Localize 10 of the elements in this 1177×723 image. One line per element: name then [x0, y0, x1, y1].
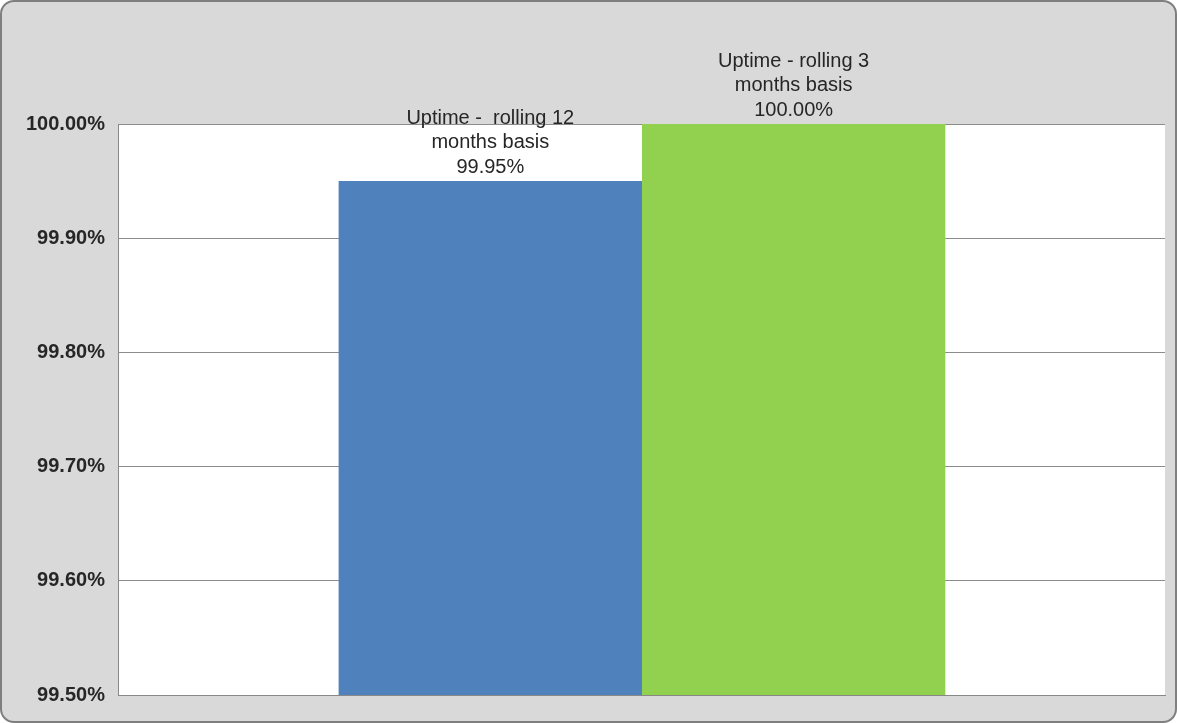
series-label: Uptime - rolling 3 months basis [717, 48, 871, 96]
y-tick-label: 99.50% [37, 682, 106, 705]
data-label: 100.00% [754, 97, 834, 120]
y-tick-label: 99.70% [37, 454, 106, 477]
y-tick-label: 99.60% [37, 568, 106, 591]
y-tick-label: 100.00% [25, 111, 106, 134]
y-tick-label: 99.80% [37, 339, 106, 362]
data-label: 99.95% [456, 154, 525, 177]
series-label: Uptime - rolling 12 months basis [405, 105, 576, 154]
y-tick-label: 99.90% [37, 225, 106, 248]
